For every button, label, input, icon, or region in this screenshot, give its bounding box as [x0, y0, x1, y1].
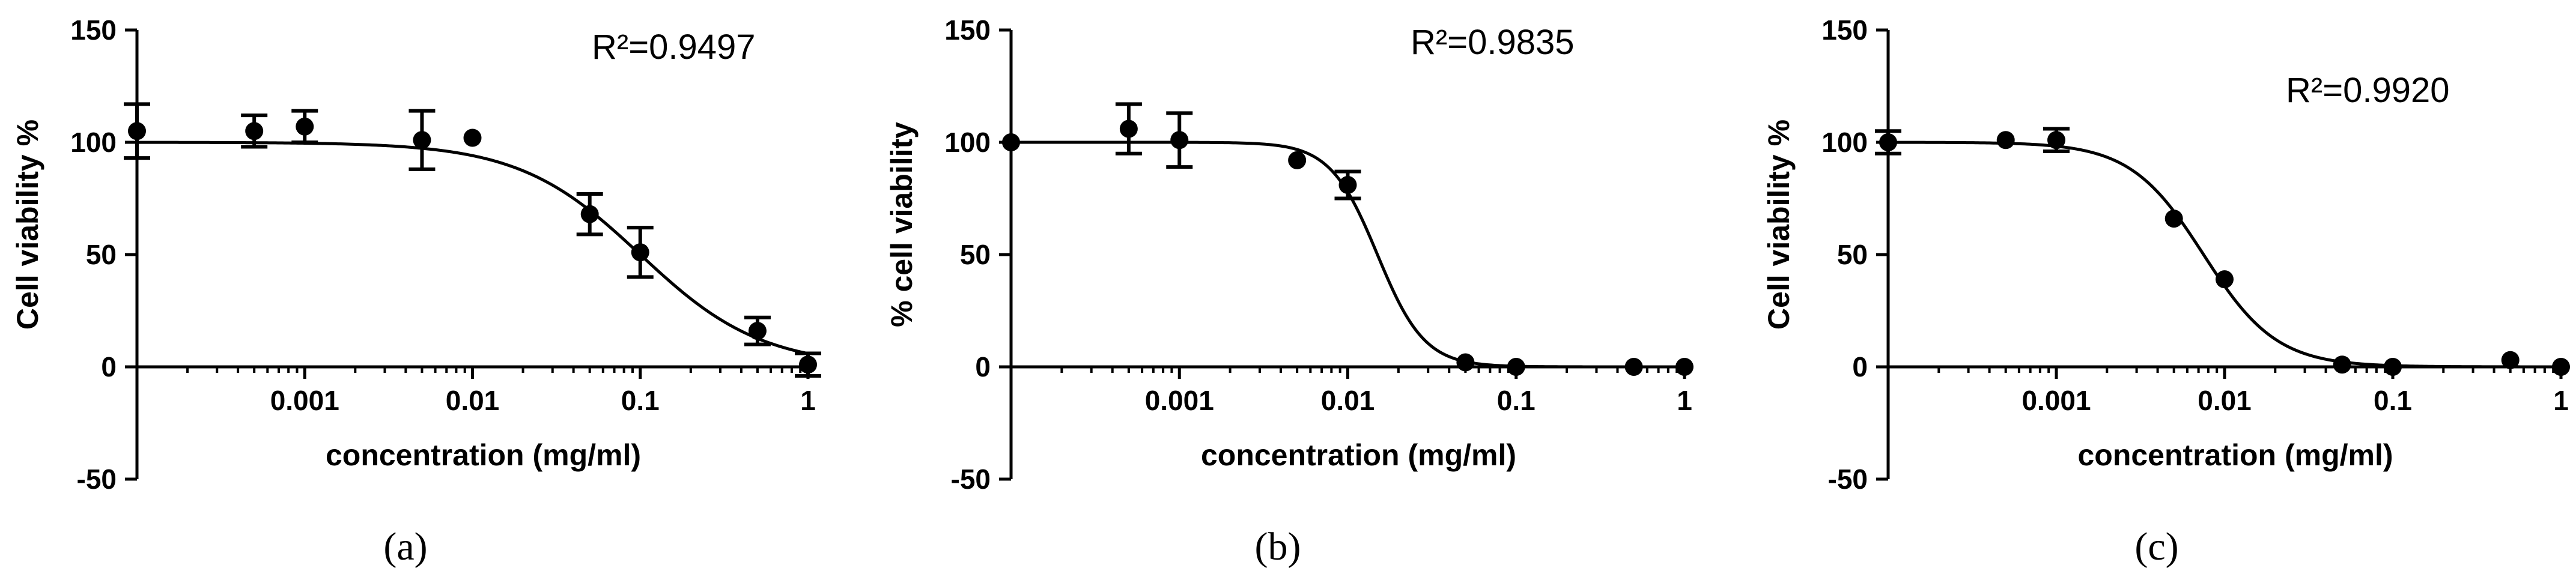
y-tick-label: 0	[1852, 351, 1868, 382]
data-point	[1119, 119, 1138, 138]
y-tick-label: 50	[960, 239, 991, 270]
y-tick-label: 150	[1821, 14, 1868, 46]
data-point	[1456, 353, 1475, 372]
data-point	[128, 122, 146, 140]
y-tick-label: -50	[77, 464, 117, 495]
y-axis-title: Cell viability %	[11, 119, 44, 330]
x-tick-label: 0.1	[1497, 385, 1536, 416]
r-squared-label: R²=0.9920	[2286, 71, 2449, 110]
data-point	[748, 322, 767, 340]
data-point	[799, 355, 817, 374]
data-point	[463, 128, 482, 147]
data-point	[2552, 358, 2570, 376]
x-tick-label: 0.01	[1321, 385, 1375, 416]
y-tick-label: 100	[944, 127, 991, 158]
y-tick-label: 50	[86, 239, 117, 270]
x-tick-label: 1	[2553, 385, 2569, 416]
x-tick-label: 0.1	[2374, 385, 2412, 416]
x-axis-title: concentration (mg/ml)	[2077, 438, 2393, 472]
x-tick-label: 0.001	[270, 385, 339, 416]
x-tick-label: 0.01	[2198, 385, 2252, 416]
x-tick-label: 0.1	[621, 385, 660, 416]
data-point	[1879, 133, 1897, 151]
y-tick-label: -50	[1828, 464, 1868, 495]
y-tick-label: 50	[1837, 239, 1868, 270]
data-point	[1996, 131, 2015, 150]
y-axis-title: Cell viability %	[1762, 119, 1796, 330]
data-point	[2047, 131, 2065, 150]
data-point	[1675, 358, 1694, 376]
data-point	[2384, 358, 2402, 376]
data-point	[2164, 210, 2183, 228]
panel-c: -50 0 50 100 150 0.001 0.01 0.1 1 concentration (…	[1762, 14, 2570, 569]
y-tick-label: 0	[101, 351, 117, 382]
y-tick-label: 100	[1821, 127, 1868, 158]
r-squared-label: R²=0.9835	[1411, 23, 1574, 62]
x-axis-title: concentration (mg/ml)	[1201, 438, 1516, 472]
y-tick-label: 0	[975, 351, 991, 382]
data-point	[2501, 351, 2520, 369]
data-point	[631, 243, 649, 262]
data-point	[2333, 355, 2351, 374]
panel-a: -50 0 50 100 150 0.001 0.01 0.1 1 concentration (…	[11, 14, 821, 569]
panel-caption: (c)	[2134, 525, 2178, 569]
y-tick-label: 100	[70, 127, 117, 158]
x-tick-label: 0.01	[446, 385, 500, 416]
y-tick-label: -50	[951, 464, 991, 495]
x-axis-title: concentration (mg/ml)	[326, 438, 641, 472]
data-point	[1288, 151, 1307, 169]
panel-caption: (b)	[1255, 525, 1301, 569]
x-tick-label: 1	[800, 385, 816, 416]
fit-curve	[1888, 140, 2561, 369]
data-point	[296, 117, 314, 136]
data-point	[1507, 358, 1525, 376]
panel-b: -50 0 50 100 150 0.001 0.01 0.1 1 concentration (…	[885, 14, 1694, 569]
data-point	[1002, 133, 1020, 151]
data-point	[1338, 176, 1357, 195]
panel-caption: (a)	[383, 525, 427, 569]
data-point	[413, 131, 431, 150]
x-tick-label: 0.001	[1145, 385, 1214, 416]
x-tick-label: 1	[1677, 385, 1692, 416]
y-tick-label: 150	[70, 14, 117, 46]
data-point	[580, 205, 599, 223]
r-squared-label: R²=0.9497	[592, 28, 755, 67]
y-tick-label: 150	[944, 14, 991, 46]
data-point	[2216, 270, 2234, 289]
x-tick-label: 0.001	[2022, 385, 2091, 416]
data-point	[1624, 358, 1643, 376]
fit-curve	[136, 140, 809, 355]
data-point	[245, 122, 264, 140]
y-axis-title: % cell viability	[885, 122, 919, 327]
data-point	[1170, 131, 1189, 150]
